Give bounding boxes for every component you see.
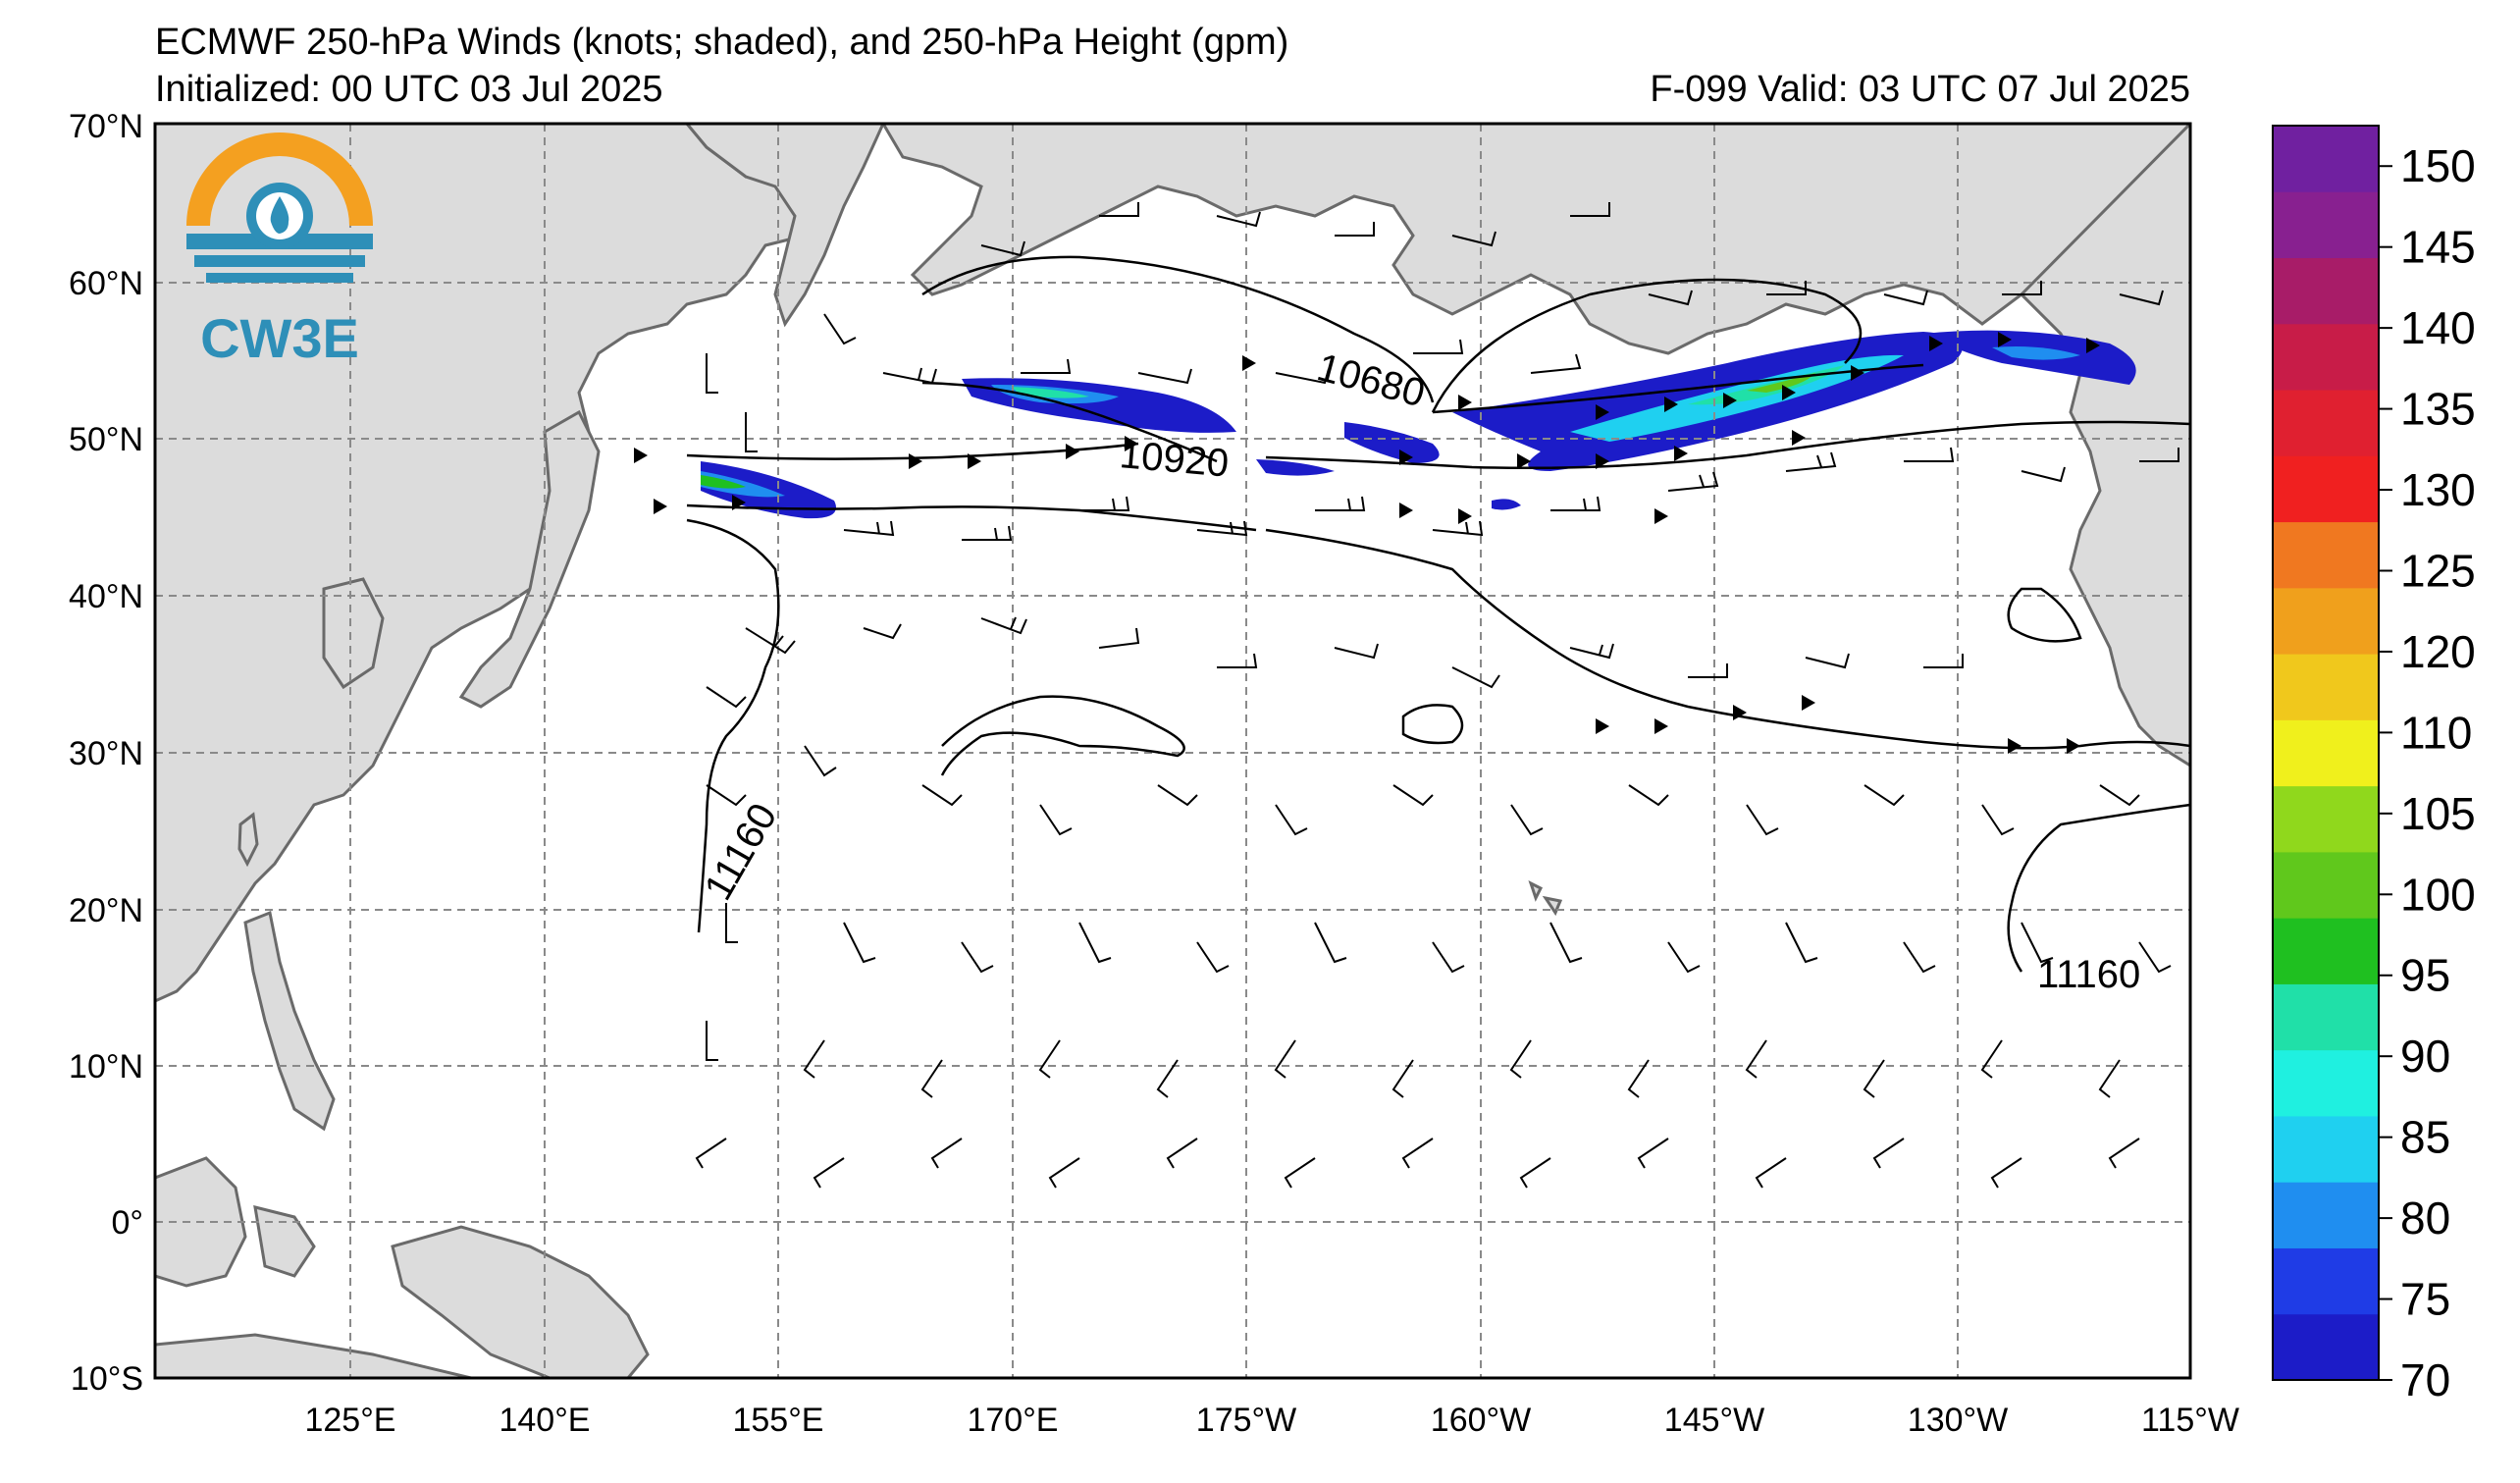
jet-shading xyxy=(701,330,2136,519)
colorbar-tick-label: 125 xyxy=(2400,545,2476,596)
colorbar-swatch xyxy=(2273,1182,2379,1248)
colorbar-swatch xyxy=(2273,719,2379,787)
lon-label: 115°W xyxy=(2141,1402,2239,1439)
wind-pennants xyxy=(634,332,2100,754)
colorbar-swatch xyxy=(2273,323,2379,391)
colorbar-tick-label: 70 xyxy=(2400,1354,2450,1405)
colorbar-swatch xyxy=(2273,257,2379,325)
colorbar-tick-label: 135 xyxy=(2400,384,2476,435)
cw3e-logo: CW3E xyxy=(186,132,373,369)
init-time: Initialized: 00 UTC 03 Jul 2025 xyxy=(155,69,663,110)
lat-label: 70°N xyxy=(69,108,143,145)
lon-label: 140°E xyxy=(499,1402,590,1439)
colorbar-tick-label: 85 xyxy=(2400,1112,2450,1163)
lon-label: 155°E xyxy=(732,1402,823,1439)
colorbar-tick-label: 105 xyxy=(2400,788,2476,839)
colorbar-tick-label: 145 xyxy=(2400,222,2476,273)
colorbar-tick-label: 110 xyxy=(2400,707,2472,758)
colorbar-swatch xyxy=(2273,455,2379,523)
map-title: ECMWF 250-hPa Winds (knots; shaded), and… xyxy=(155,22,1289,63)
lat-label: 20°N xyxy=(69,892,143,929)
hawaii-islands xyxy=(1528,880,1563,917)
colorbar-tick-label: 140 xyxy=(2400,302,2476,353)
logo-text: CW3E xyxy=(200,307,359,369)
lon-label: 170°E xyxy=(967,1402,1058,1439)
australia-land xyxy=(155,1333,472,1378)
lat-label: 60°N xyxy=(69,265,143,302)
colorbar-tick-label: 100 xyxy=(2400,869,2476,920)
colorbar-swatch xyxy=(2273,1247,2379,1315)
colorbar-swatch xyxy=(2273,851,2379,919)
colorbar-swatch xyxy=(2273,521,2379,589)
colorbar-swatch xyxy=(2273,191,2379,259)
taiwan-land xyxy=(237,812,259,868)
lon-label: 125°E xyxy=(304,1402,395,1439)
lon-axis: 125°E 140°E 155°E 170°E 175°W 160°W 145°… xyxy=(304,1402,2238,1439)
lon-label: 145°W xyxy=(1664,1402,1764,1439)
colorbar-swatch xyxy=(2273,785,2379,853)
map-frame xyxy=(153,122,2192,1380)
lat-label: 30°N xyxy=(69,735,143,772)
new-guinea-land xyxy=(391,1225,650,1378)
lat-label: 50°N xyxy=(69,421,143,458)
lat-axis: 70°N 60°N 50°N 40°N 30°N 20°N 10°N 0° 10… xyxy=(69,108,143,1398)
contour-label: 11160 xyxy=(2037,953,2140,996)
lat-label: 0° xyxy=(111,1204,143,1242)
lon-label: 130°W xyxy=(1908,1402,2008,1439)
colorbar-swatch xyxy=(2273,390,2379,456)
colorbar-tick-label: 130 xyxy=(2400,464,2476,515)
philippines-land xyxy=(243,910,336,1132)
colorbar-swatch xyxy=(2273,1115,2379,1183)
drop-icon xyxy=(270,196,289,234)
alaska-land xyxy=(881,124,2190,434)
kamchatka-land xyxy=(685,124,885,328)
colorbar-swatch xyxy=(2273,1049,2379,1117)
lon-label: 160°W xyxy=(1431,1402,1531,1439)
colorbar-swatch xyxy=(2273,126,2379,192)
colorbar-swatch xyxy=(2273,587,2379,655)
colorbar-tick-label: 75 xyxy=(2400,1274,2450,1325)
logo-arc xyxy=(186,132,373,226)
korea-land xyxy=(322,577,385,690)
colorbar-swatch xyxy=(2273,918,2379,984)
colorbar-tick-label: 120 xyxy=(2400,626,2476,677)
lon-label: 175°W xyxy=(1196,1402,1296,1439)
valid-time: F-099 Valid: 03 UTC 07 Jul 2025 xyxy=(1650,69,2190,110)
lat-label: 10°N xyxy=(69,1048,143,1086)
colorbar-swatch xyxy=(2273,654,2379,720)
colorbar-tick-label: 80 xyxy=(2400,1192,2450,1244)
north-america-land xyxy=(2019,124,2190,768)
contour-label: 10920 xyxy=(1118,433,1231,486)
indonesia-land xyxy=(155,1156,316,1288)
colorbar: 70 75 80 85 90 95 100 105 110 120 125 130 135 140 145 1… xyxy=(2272,125,2476,1405)
wind-barbs xyxy=(695,202,2179,1189)
lat-label: 40°N xyxy=(69,578,143,615)
colorbar-swatch xyxy=(2273,1313,2379,1381)
japan-land xyxy=(458,409,601,709)
colorbar-tick-label: 95 xyxy=(2400,950,2450,1001)
colorbar-swatch xyxy=(2273,983,2379,1051)
colorbar-tick-label: 90 xyxy=(2400,1031,2450,1082)
colorbar-tick-label: 150 xyxy=(2400,140,2476,191)
lat-label: 10°S xyxy=(71,1360,143,1398)
colorbar-frame xyxy=(2272,125,2380,1381)
